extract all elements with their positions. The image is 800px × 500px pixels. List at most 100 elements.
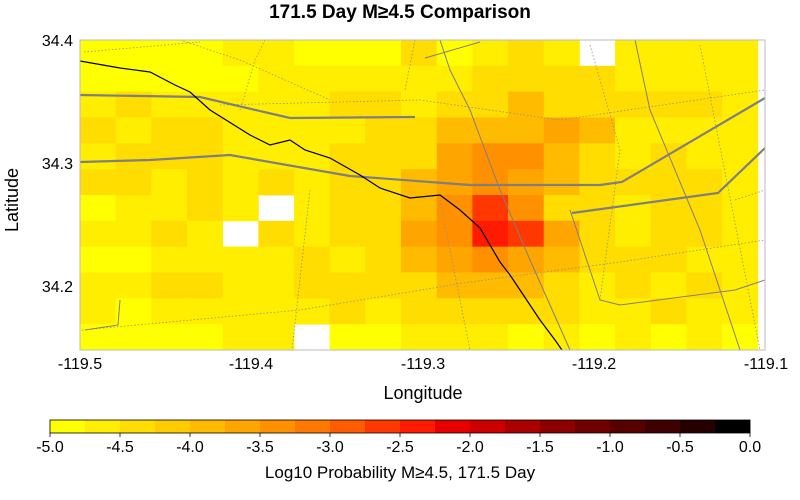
probability-cell [401, 272, 438, 299]
probability-cell [722, 143, 759, 170]
probability-cell [472, 91, 509, 118]
probability-cell [258, 220, 295, 248]
probability-cell [686, 298, 723, 325]
probability-cell [294, 195, 331, 222]
colorbar-tick-label: -0.5 [666, 439, 694, 456]
x-tick-label: -119.1 [744, 356, 788, 373]
colorbar: -5.0 -4.5 -4.0 -3.5 -3.0 -2.5 -2.0 -1.5 -1.0 -0.5… [36, 419, 761, 482]
minor-fault-line [219, 89, 766, 121]
probability-cell [329, 246, 366, 273]
probability-cell [543, 246, 580, 273]
probability-cell [187, 40, 224, 67]
major-fault-line [79, 93, 416, 120]
fault-line [439, 39, 571, 351]
probability-cell [579, 324, 616, 351]
probability-cell [579, 65, 616, 93]
probability-cell [258, 246, 295, 273]
colorbar-label: Log10 Probability M≥4.5, 171.5 Day [265, 463, 536, 482]
probability-cell [722, 117, 759, 144]
probability-cell [151, 324, 188, 351]
probability-cell [472, 65, 509, 93]
colorbar-swatch [50, 420, 86, 433]
probability-cell [508, 272, 545, 299]
probability-cell [187, 272, 224, 299]
probability-cell [151, 272, 188, 299]
probability-cell [222, 324, 259, 351]
colorbar-swatch [610, 420, 646, 433]
probability-cell [365, 91, 402, 118]
probability-cell [115, 324, 152, 351]
probability-cell [80, 298, 117, 325]
probability-cell [329, 143, 366, 170]
probability-cell [579, 91, 616, 118]
probability-cell [115, 117, 152, 144]
probability-cell [615, 324, 652, 351]
y-tick-label: 34.4 [42, 33, 73, 50]
probability-cell [115, 246, 152, 273]
probability-cell [222, 40, 259, 67]
y-tick-label: 34.2 [42, 279, 73, 296]
probability-cell [579, 220, 616, 248]
probability-cell [543, 117, 580, 144]
probability-cell [508, 169, 545, 196]
probability-cell [294, 298, 331, 325]
probability-cell [615, 298, 652, 325]
probability-cell [115, 169, 152, 196]
colorbar-swatch [400, 420, 436, 433]
probability-cell [151, 117, 188, 144]
probability-cell [508, 117, 545, 144]
probability-cell [722, 65, 759, 93]
colorbar-tick-label: -4.0 [176, 439, 204, 456]
probability-cell [151, 246, 188, 273]
probability-cell [401, 298, 438, 325]
probability-cell [329, 40, 366, 67]
probability-cell [329, 324, 366, 351]
probability-cell [115, 272, 152, 299]
probability-cell [615, 246, 652, 273]
fault-line [569, 209, 766, 306]
probability-cell [187, 220, 224, 248]
probability-cell [401, 195, 438, 222]
colorbar-swatch [190, 420, 226, 433]
plot-area [79, 39, 766, 351]
probability-cell [151, 143, 188, 170]
probability-cell [115, 195, 152, 222]
probability-cell [222, 195, 259, 222]
probability-cell [258, 298, 295, 325]
probability-cell [722, 220, 759, 248]
map-overlays [79, 39, 766, 351]
colorbar-tick-label: -1.0 [596, 439, 624, 456]
probability-cell [615, 272, 652, 299]
probability-cells [80, 40, 759, 351]
x-tick-label: -119.4 [229, 356, 273, 373]
probability-cell [401, 246, 438, 273]
probability-cell [650, 65, 687, 93]
colorbar-swatch [575, 420, 611, 433]
probability-cell [187, 169, 224, 196]
probability-cell [686, 246, 723, 273]
probability-cell [650, 220, 687, 248]
probability-cell [543, 298, 580, 325]
colorbar-swatch [295, 420, 331, 433]
fault-line [84, 299, 121, 331]
probability-cell [650, 117, 687, 144]
colorbar-swatch [470, 420, 506, 433]
probability-cell [401, 117, 438, 144]
colorbar-swatch [435, 420, 471, 433]
probability-cell [80, 117, 117, 144]
probability-cell [543, 169, 580, 196]
probability-cell [722, 40, 759, 67]
probability-cell [294, 117, 331, 144]
probability-cell [329, 220, 366, 248]
probability-cell [722, 195, 759, 222]
probability-cell [365, 65, 402, 93]
colorbar-ticks: -5.0 -4.5 -4.0 -3.5 -3.0 -2.5 -2.0 -1.5 -1.0 -0.5… [36, 433, 761, 456]
colorbar-tick-label: -5.0 [36, 439, 64, 456]
fault-line [424, 41, 481, 59]
minor-fault-line [239, 39, 266, 111]
probability-cell [222, 169, 259, 196]
probability-cell [436, 246, 473, 273]
probability-cell [294, 91, 331, 118]
probability-cell [436, 272, 473, 299]
